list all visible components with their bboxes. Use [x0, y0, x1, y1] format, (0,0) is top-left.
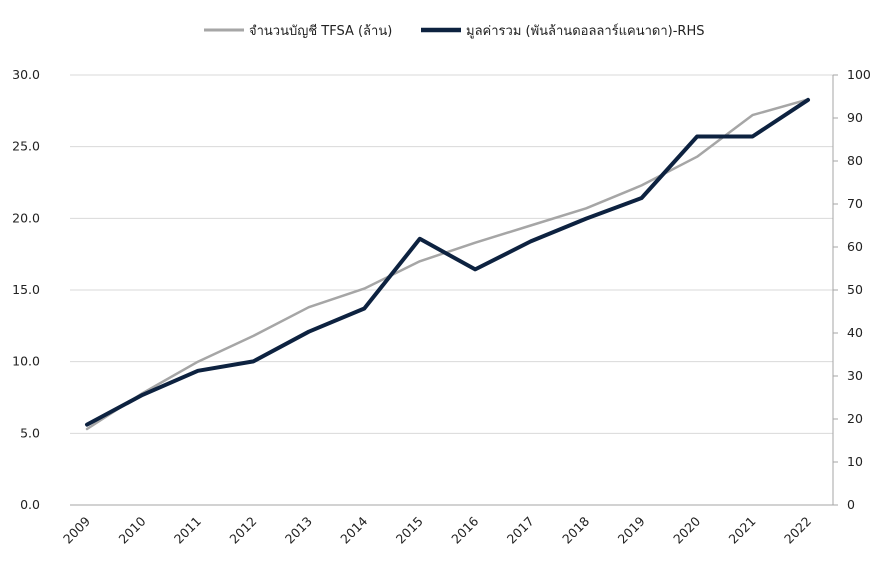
left-tick-label: 5.0 — [20, 425, 40, 440]
x-tick-label: 2017 — [504, 514, 537, 547]
x-tick-label: 2013 — [282, 514, 315, 547]
x-tick-label: 2015 — [393, 514, 426, 547]
x-axis-ticks: 2009 2010 2011 2012 2013 2014 2015 2016 2017 2018… — [60, 513, 814, 546]
x-tick-label: 2022 — [781, 514, 814, 547]
left-tick-label: 25.0 — [12, 139, 40, 154]
x-tick-label: 2018 — [559, 513, 592, 546]
legend: จำนวนบัญชี TFSA (ล้าน) มูลค่ารวม (พันล้า… — [204, 23, 705, 39]
axes — [70, 74, 838, 506]
x-tick-label: 2020 — [670, 513, 703, 546]
legend-label-accounts: จำนวนบัญชี TFSA (ล้าน) — [249, 23, 392, 39]
x-tick-label: 2019 — [615, 513, 648, 546]
left-tick-label: 0.0 — [20, 497, 40, 512]
x-tick-label: 2009 — [60, 513, 93, 546]
series-lines — [85, 97, 810, 431]
right-tick-label: 80 — [847, 153, 863, 168]
left-tick-label: 10.0 — [12, 354, 40, 369]
right-tick-label: 40 — [847, 325, 863, 340]
x-tick-label: 2010 — [115, 513, 148, 546]
series-line-total-value — [85, 97, 810, 427]
right-tick-label: 20 — [847, 411, 863, 426]
series-line-accounts — [85, 98, 810, 431]
left-tick-label: 30.0 — [12, 67, 40, 82]
right-tick-label: 70 — [847, 196, 863, 211]
left-tick-label: 15.0 — [12, 282, 40, 297]
right-axis-ticks: 0 10 20 30 40 50 60 70 80 90 100 — [847, 67, 871, 512]
x-tick-label: 2014 — [337, 513, 370, 546]
x-tick-label: 2011 — [171, 514, 204, 547]
x-tick-label: 2012 — [226, 514, 259, 547]
legend-label-total-value: มูลค่ารวม (พันล้านดอลลาร์แคนาดา)-RHS — [466, 23, 705, 39]
x-tick-label: 2016 — [448, 513, 481, 546]
left-tick-label: 20.0 — [12, 210, 40, 225]
right-tick-label: 10 — [847, 454, 863, 469]
x-tick-label: 2021 — [726, 514, 759, 547]
right-tick-label: 30 — [847, 368, 863, 383]
right-tick-label: 60 — [847, 239, 863, 254]
right-tick-label: 50 — [847, 282, 863, 297]
left-axis-ticks: 0.0 5.0 10.0 15.0 20.0 25.0 30.0 — [12, 67, 40, 512]
right-tick-label: 90 — [847, 110, 863, 125]
right-tick-label: 0 — [847, 497, 855, 512]
right-tick-label: 100 — [847, 67, 871, 82]
